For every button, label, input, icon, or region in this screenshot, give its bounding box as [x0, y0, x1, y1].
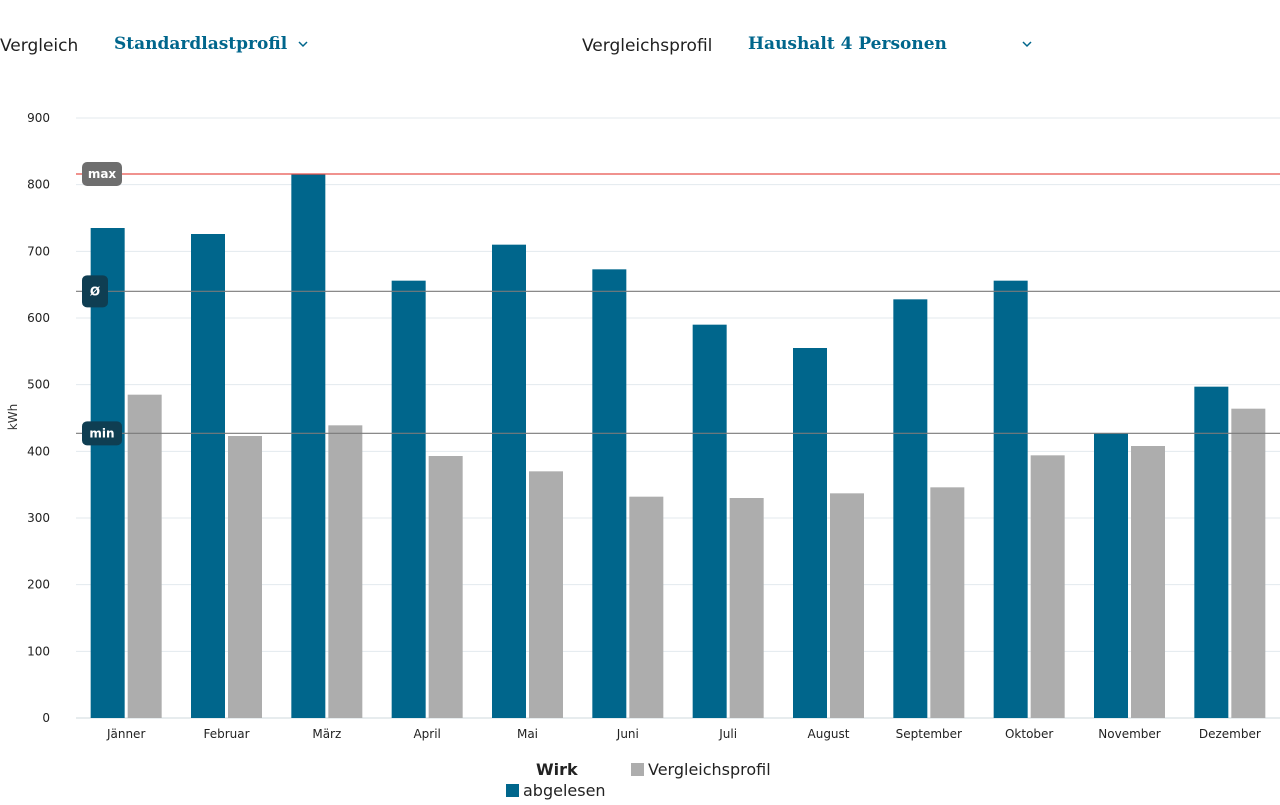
y-axis-ticks: 0 100 200 300 400 500 600 700 800 900	[27, 111, 50, 725]
x-tick-label: Dezember	[1199, 727, 1261, 741]
bar-abgelesen[interactable]	[692, 324, 727, 718]
x-tick-label: September	[896, 727, 962, 741]
bar-abgelesen[interactable]	[492, 244, 526, 718]
bar-abgelesen[interactable]	[592, 269, 627, 718]
reference-badge	[82, 421, 122, 446]
x-tick-label: April	[413, 727, 440, 741]
bar-vergleichsprofil[interactable]	[729, 498, 764, 718]
bar-vergleichsprofil[interactable]	[930, 487, 965, 718]
legend-swatch	[631, 763, 644, 776]
y-tick-label: 900	[27, 111, 50, 125]
bar-vergleichsprofil[interactable]	[830, 493, 864, 718]
bar-abgelesen[interactable]	[1094, 433, 1128, 718]
legend-swatch	[506, 784, 519, 797]
bar-abgelesen[interactable]	[391, 280, 426, 718]
x-tick-label: Februar	[203, 727, 249, 741]
bar-abgelesen[interactable]	[1194, 386, 1229, 718]
x-tick-label: Juli	[718, 727, 737, 741]
x-tick-label: Mai	[517, 727, 538, 741]
chevron-down-icon	[1022, 41, 1032, 48]
y-tick-label: 300	[27, 511, 50, 525]
bar-abgelesen[interactable]	[793, 348, 827, 718]
bar-vergleichsprofil[interactable]	[529, 471, 563, 718]
bar-vergleichsprofil[interactable]	[1131, 446, 1165, 718]
x-tick-label: November	[1098, 727, 1160, 741]
reference-label: min	[89, 426, 114, 440]
y-tick-label: 200	[27, 578, 50, 592]
profile-dropdown[interactable]: Haushalt 4 Personen	[748, 34, 1033, 54]
y-tick-label: 800	[27, 178, 50, 192]
bar-abgelesen[interactable]	[90, 228, 125, 718]
y-tick-label: 600	[27, 311, 50, 325]
y-axis-title: kWh	[6, 404, 20, 430]
bar-vergleichsprofil[interactable]	[127, 394, 162, 718]
y-tick-label: 0	[42, 711, 50, 725]
reference-badge	[82, 275, 108, 308]
y-tick-label: 500	[27, 378, 50, 392]
bar-abgelesen[interactable]	[893, 299, 928, 718]
comparison-dropdown[interactable]: Standardlastprofil	[114, 34, 309, 54]
bar-abgelesen[interactable]	[191, 234, 225, 718]
x-tick-label: August	[808, 727, 850, 741]
bar-abgelesen[interactable]	[291, 174, 326, 718]
y-tick-label: 700	[27, 244, 50, 258]
profile-label: Vergleichsprofil	[582, 36, 713, 56]
bar-vergleichsprofil[interactable]	[328, 425, 363, 718]
legend-label: Vergleichsprofil	[648, 760, 771, 779]
bar-vergleichsprofil[interactable]	[428, 456, 463, 718]
bar-vergleichsprofil[interactable]	[1231, 408, 1266, 718]
comparison-label: Vergleich	[0, 36, 79, 56]
bar-vergleichsprofil[interactable]	[1030, 455, 1065, 718]
reference-label: Ø	[90, 284, 100, 298]
reference-label: max	[88, 167, 117, 181]
bar-abgelesen[interactable]	[993, 280, 1028, 718]
legend-label: abgelesen	[523, 781, 606, 800]
bar-vergleichsprofil[interactable]	[228, 436, 262, 718]
legend-item-vergleichsprofil[interactable]: Vergleichsprofil	[631, 760, 771, 779]
y-tick-label: 400	[27, 444, 50, 458]
chevron-down-icon	[298, 41, 308, 48]
bar-chart: 0 100 200 300 400 500 600 700 800 900 kWh Jänner F…	[6, 111, 1280, 741]
bar-vergleichsprofil[interactable]	[629, 496, 664, 718]
x-axis-ticks: Jänner Februar März April Mai Juni Juli August S…	[106, 727, 1261, 741]
x-tick-label: März	[312, 727, 341, 741]
comparison-value: Standardlastprofil	[114, 34, 288, 54]
legend-title: Wirk	[536, 760, 578, 779]
legend: Wirk Vergleichsprofil abgelesen	[0, 758, 1280, 803]
reference-badge	[82, 162, 122, 186]
bars	[90, 174, 1266, 718]
x-tick-label: Oktober	[1005, 727, 1053, 741]
y-tick-label: 100	[27, 644, 50, 658]
x-tick-label: Juni	[616, 727, 639, 741]
x-tick-label: Jänner	[106, 727, 145, 741]
legend-item-abgelesen[interactable]: abgelesen	[506, 781, 606, 800]
grid-lines	[76, 117, 1280, 719]
profile-value: Haushalt 4 Personen	[748, 34, 947, 54]
